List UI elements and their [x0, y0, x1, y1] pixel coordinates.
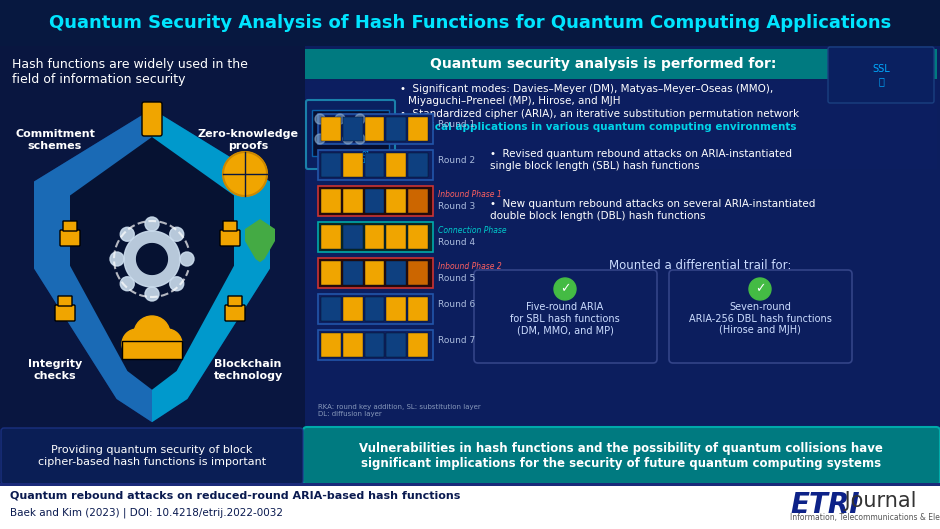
FancyBboxPatch shape: [343, 189, 363, 213]
FancyBboxPatch shape: [318, 150, 433, 180]
FancyBboxPatch shape: [343, 333, 363, 357]
FancyBboxPatch shape: [303, 427, 940, 485]
FancyBboxPatch shape: [60, 230, 80, 246]
Text: Integrity
checks: Integrity checks: [28, 359, 82, 380]
Text: Round 7: Round 7: [438, 336, 476, 345]
Circle shape: [120, 227, 134, 241]
Circle shape: [145, 287, 159, 301]
Text: Five-round ARIA
for SBL hash functions
(DM, MMO, and MP): Five-round ARIA for SBL hash functions (…: [510, 302, 619, 335]
FancyBboxPatch shape: [0, 483, 940, 529]
FancyBboxPatch shape: [228, 296, 242, 306]
Circle shape: [134, 316, 170, 352]
Text: Vulnerabilities in hash functions and the possibility of quantum collisions have: Vulnerabilities in hash functions and th…: [359, 442, 883, 470]
Text: Practical applications in various quantum computing environments: Practical applications in various quantu…: [400, 122, 796, 132]
Text: Round 2: Round 2: [438, 156, 475, 165]
FancyBboxPatch shape: [343, 261, 363, 285]
Text: Journal: Journal: [838, 491, 916, 511]
FancyBboxPatch shape: [318, 258, 433, 288]
Text: Baek and Kim (2023) | DOI: 10.4218/etrij.2022-0032: Baek and Kim (2023) | DOI: 10.4218/etrij…: [10, 507, 283, 517]
Text: Zero-knowledge
proofs: Zero-knowledge proofs: [197, 129, 299, 151]
FancyBboxPatch shape: [318, 330, 433, 360]
FancyBboxPatch shape: [365, 189, 384, 213]
Circle shape: [355, 134, 365, 144]
Text: Round 4: Round 4: [438, 238, 475, 247]
Polygon shape: [34, 109, 270, 422]
FancyBboxPatch shape: [321, 189, 341, 213]
FancyBboxPatch shape: [321, 261, 341, 285]
FancyBboxPatch shape: [386, 189, 406, 213]
FancyBboxPatch shape: [343, 117, 363, 141]
FancyBboxPatch shape: [408, 153, 428, 177]
FancyBboxPatch shape: [305, 81, 937, 169]
Circle shape: [180, 252, 194, 266]
FancyBboxPatch shape: [58, 296, 72, 306]
FancyBboxPatch shape: [225, 305, 245, 321]
Circle shape: [223, 152, 267, 196]
Circle shape: [152, 329, 182, 359]
Text: 01
10: 01 10: [361, 151, 370, 164]
Text: •  Significant modes: Davies–Meyer (DM), Matyas–Meyer–Oseas (MMO),: • Significant modes: Davies–Meyer (DM), …: [400, 84, 774, 94]
FancyBboxPatch shape: [122, 341, 182, 359]
Polygon shape: [34, 109, 152, 422]
Text: ✓: ✓: [559, 282, 571, 296]
FancyBboxPatch shape: [321, 153, 341, 177]
Text: Providing quantum security of block
cipher-based hash functions is important: Providing quantum security of block ciph…: [38, 445, 266, 467]
Text: Inbound Phase 2: Inbound Phase 2: [438, 262, 502, 271]
FancyBboxPatch shape: [365, 261, 384, 285]
Text: •  Revised quantum rebound attacks on ARIA-instantiated
single block length (SBL: • Revised quantum rebound attacks on ARI…: [490, 149, 792, 170]
FancyBboxPatch shape: [669, 270, 852, 363]
FancyBboxPatch shape: [386, 333, 406, 357]
FancyBboxPatch shape: [0, 0, 940, 46]
Polygon shape: [124, 231, 180, 287]
Text: Hash functions are widely used in the
field of information security: Hash functions are widely used in the fi…: [12, 58, 248, 86]
FancyBboxPatch shape: [321, 117, 341, 141]
FancyBboxPatch shape: [223, 221, 237, 231]
FancyBboxPatch shape: [386, 297, 406, 321]
Polygon shape: [152, 109, 270, 422]
Circle shape: [554, 278, 576, 300]
Text: Quantum rebound attacks on reduced-round ARIA-based hash functions: Quantum rebound attacks on reduced-round…: [10, 491, 461, 501]
Text: ✓: ✓: [755, 282, 765, 296]
Text: Round 1: Round 1: [438, 120, 476, 129]
FancyBboxPatch shape: [828, 47, 934, 103]
FancyBboxPatch shape: [365, 153, 384, 177]
FancyBboxPatch shape: [0, 483, 940, 486]
FancyBboxPatch shape: [318, 186, 433, 216]
FancyBboxPatch shape: [63, 221, 77, 231]
FancyBboxPatch shape: [408, 297, 428, 321]
Text: Blockchain
technology: Blockchain technology: [213, 359, 283, 380]
Polygon shape: [245, 219, 275, 262]
FancyBboxPatch shape: [408, 225, 428, 249]
Text: Inbound Phase 1: Inbound Phase 1: [438, 190, 502, 199]
Text: Miyaguchi–Preneel (MP), Hirose, and MJH: Miyaguchi–Preneel (MP), Hirose, and MJH: [408, 96, 620, 106]
FancyBboxPatch shape: [365, 297, 384, 321]
Text: ETRI: ETRI: [790, 491, 859, 519]
FancyBboxPatch shape: [408, 189, 428, 213]
Circle shape: [315, 134, 325, 144]
Text: Mounted a differential trail for:: Mounted a differential trail for:: [609, 259, 791, 272]
Polygon shape: [70, 137, 234, 390]
FancyBboxPatch shape: [1, 428, 303, 484]
FancyBboxPatch shape: [408, 261, 428, 285]
FancyBboxPatch shape: [386, 153, 406, 177]
Text: Round 5: Round 5: [438, 274, 476, 283]
Text: •  New quantum rebound attacks on several ARIA-instantiated
double block length : • New quantum rebound attacks on several…: [490, 199, 815, 221]
FancyBboxPatch shape: [220, 230, 240, 246]
FancyBboxPatch shape: [318, 294, 433, 324]
FancyBboxPatch shape: [343, 153, 363, 177]
Circle shape: [315, 114, 325, 124]
FancyBboxPatch shape: [343, 225, 363, 249]
FancyBboxPatch shape: [386, 117, 406, 141]
Circle shape: [170, 277, 183, 291]
Text: Round 6: Round 6: [438, 300, 476, 309]
FancyBboxPatch shape: [318, 114, 433, 144]
FancyBboxPatch shape: [365, 333, 384, 357]
Text: Connection Phase: Connection Phase: [438, 226, 507, 235]
Text: •  Standardized cipher (ARIA), an iterative substitution permutation network: • Standardized cipher (ARIA), an iterati…: [400, 109, 799, 119]
FancyBboxPatch shape: [305, 49, 937, 79]
Circle shape: [120, 277, 134, 291]
Text: Quantum Security Analysis of Hash Functions for Quantum Computing Applications: Quantum Security Analysis of Hash Functi…: [49, 14, 891, 32]
FancyBboxPatch shape: [386, 261, 406, 285]
FancyBboxPatch shape: [321, 225, 341, 249]
